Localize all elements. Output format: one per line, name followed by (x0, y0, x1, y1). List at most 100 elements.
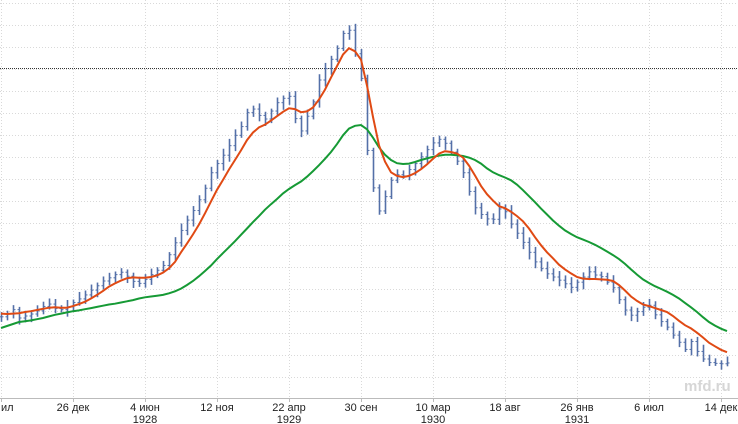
price-bar (665, 318, 670, 331)
price-bar (527, 237, 532, 260)
price-bar (683, 338, 688, 352)
x-tick-year-label: 1930 (421, 414, 445, 424)
price-bar (689, 338, 694, 356)
price-bar (623, 296, 628, 316)
price-bar (521, 227, 526, 250)
price-bar (443, 136, 448, 150)
price-bar (701, 344, 706, 362)
price-bar (389, 177, 394, 200)
fast-moving-average-line (0, 46, 728, 354)
x-tick-label: 18 авг (489, 402, 520, 414)
price-bar (479, 202, 484, 219)
price-bar (293, 91, 298, 124)
price-bar (503, 204, 508, 219)
price-bar (203, 184, 208, 204)
x-tick-label: 4 июн (130, 402, 160, 414)
price-bar (629, 306, 634, 322)
price-bar (305, 109, 310, 135)
x-tick-label: 26 янв (560, 402, 593, 414)
price-bar (725, 356, 730, 367)
x-tick-label: 26 дек (57, 402, 90, 414)
price-bar (491, 213, 496, 225)
grid-lines (0, 0, 738, 398)
price-bar (509, 205, 514, 229)
x-tick-year-label: 1929 (277, 414, 301, 424)
price-bar (335, 45, 340, 62)
price-bar (173, 237, 178, 261)
price-bar (659, 308, 664, 327)
price-bar (617, 285, 622, 304)
price-bar (185, 215, 190, 236)
price-bar (605, 272, 610, 285)
price-bar (431, 137, 436, 156)
price-bar (707, 354, 712, 367)
price-bar (635, 307, 640, 322)
price-bar (125, 269, 130, 284)
price-bar (89, 284, 94, 299)
price-bar (5, 310, 10, 321)
price-bar (251, 105, 256, 117)
x-tick-year-label: 1931 (565, 414, 589, 424)
price-bar (713, 358, 718, 366)
watermark: mfd.ru (684, 378, 731, 395)
x-tick-label: 10 мар (415, 402, 450, 414)
price-bar (287, 91, 292, 105)
price-bar (545, 261, 550, 279)
price-bar (341, 30, 346, 52)
price-bar (593, 266, 598, 279)
price-bar (557, 271, 562, 287)
x-tick-label: ил (1, 402, 14, 414)
price-bar (473, 186, 478, 215)
price-bar (695, 336, 700, 357)
price-bar (245, 108, 250, 131)
price-bar (425, 145, 430, 164)
price-bar (377, 184, 382, 215)
x-tick-label: 22 апр (272, 402, 305, 414)
price-bar (317, 74, 322, 108)
price-bar (257, 103, 262, 122)
price-bar (719, 360, 724, 370)
price-bar (671, 322, 676, 339)
price-bar (179, 223, 184, 247)
x-tick-label: 14 дек (705, 402, 738, 414)
price-bar (455, 148, 460, 166)
price-bar (119, 268, 124, 279)
price-bar (281, 95, 286, 110)
price-bar (653, 301, 658, 320)
price-bar (551, 268, 556, 282)
price-bar (569, 277, 574, 294)
price-bar (299, 115, 304, 138)
price-bar (113, 271, 118, 284)
price-bar (539, 257, 544, 272)
price-bar (101, 276, 106, 290)
price-bar (581, 272, 586, 290)
price-bar (107, 272, 112, 285)
price-bar (575, 279, 580, 292)
price-bar (53, 299, 58, 314)
price-bar (197, 195, 202, 216)
price-bar (311, 99, 316, 120)
x-tick-label: 6 июл (634, 402, 664, 414)
price-bar (407, 164, 412, 181)
x-tick-year-label: 1928 (133, 414, 157, 424)
price-bar (383, 190, 388, 214)
price-bar (227, 138, 232, 162)
price-bar (191, 206, 196, 227)
price-bar (587, 266, 592, 281)
price-bar (563, 275, 568, 289)
price-bar (275, 97, 280, 116)
price-bar (209, 166, 214, 192)
price-bar (143, 274, 148, 288)
price-bar (215, 159, 220, 179)
price-bar (329, 55, 334, 75)
price-bar (131, 272, 136, 288)
price-bar (437, 135, 442, 147)
price-bar (467, 168, 472, 196)
price-bar (233, 129, 238, 152)
price-bar (677, 330, 682, 348)
price-bar (347, 25, 352, 40)
price-bar (239, 121, 244, 138)
price-bar (485, 211, 490, 226)
price-bar (515, 219, 520, 239)
